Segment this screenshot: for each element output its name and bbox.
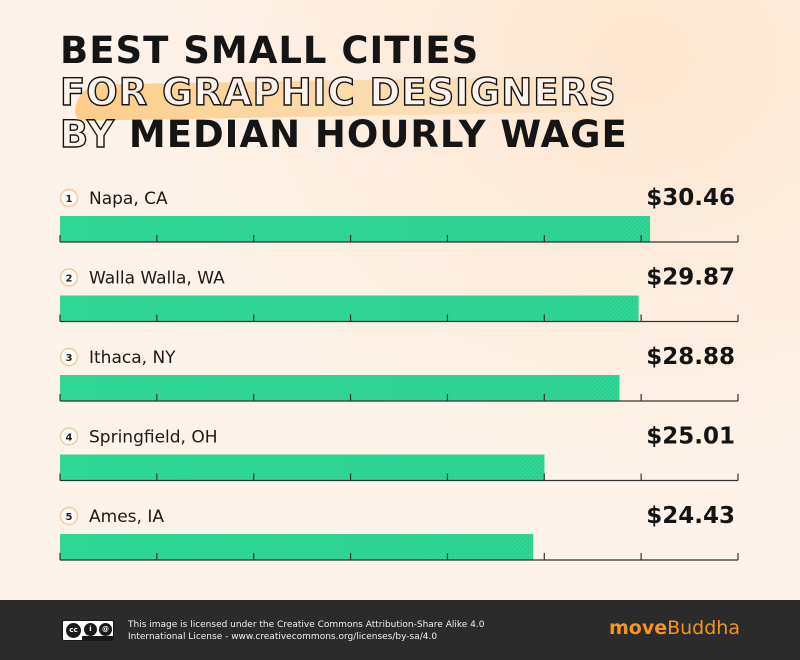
rank-number: 2 [66,274,73,285]
rank-badge [59,506,79,526]
category-label: Ames, IA [89,507,164,527]
title-line-2: FOR GRAPHIC DESIGNERS [59,71,628,114]
movebuddha-logo[interactable]: moveBuddha [609,617,740,639]
bar-texture [60,295,639,322]
bar-texture [60,375,620,401]
value-label: $28.88 [646,344,735,370]
creative-commons-by-sa-icon[interactable]: cc i @ [62,620,114,641]
title-line-3: BY MEDIAN HOURLY WAGE [59,113,628,156]
category-label: Springfield, OH [89,428,218,448]
title-line-3-solid-text: MEDIAN HOURLY WAGE [128,113,628,156]
rank-number: 3 [66,353,73,364]
bar-texture [60,454,545,481]
attribution-icon: i [84,623,97,636]
rank-badge [59,347,79,367]
license-line-1: This image is licensed under the Creativ… [128,620,485,630]
title-line-2-text: FOR GRAPHIC DESIGNERS [59,71,617,114]
category-label: Walla Walla, WA [89,269,225,289]
license-line-2: International License - www.creativecomm… [128,632,438,642]
bar-chart: 1 Napa, CA $30.46 2 Walla Walla, WA $29.87 3 It… [59,185,739,561]
brand-part-1: move [608,617,668,639]
rank-number: 5 [66,512,73,523]
rank-number: 4 [66,433,73,444]
category-label: Napa, CA [89,189,168,209]
title-line-1-text: BEST SMALL CITIES [60,29,480,72]
category-label: Ithaca, NY [89,348,176,368]
license-text: This image is licensed under the Creativ… [128,619,484,643]
share-alike-icon: @ [99,623,112,636]
cc-badge-strip [82,636,113,640]
bar-texture [60,534,534,560]
bar-texture [60,216,651,242]
title-block: BEST SMALL CITIES FOR GRAPHIC DESIGNERS … [59,30,636,156]
rank-number: 1 [66,194,73,205]
value-label: $29.87 [646,265,735,291]
cc-icon: cc [66,623,81,638]
title-line-1: BEST SMALL CITIES [60,30,628,72]
value-label: $25.01 [646,424,735,450]
title-line-3-outline-text: BY [59,113,115,156]
rank-badge [59,268,79,287]
value-label: $24.43 [646,503,735,529]
value-label: $30.46 [646,185,735,211]
brand-part-2: Buddha [667,617,740,639]
footer: cc i @ This image is licensed under the … [0,600,800,660]
rank-badge [59,188,79,208]
rank-badge [59,427,79,446]
